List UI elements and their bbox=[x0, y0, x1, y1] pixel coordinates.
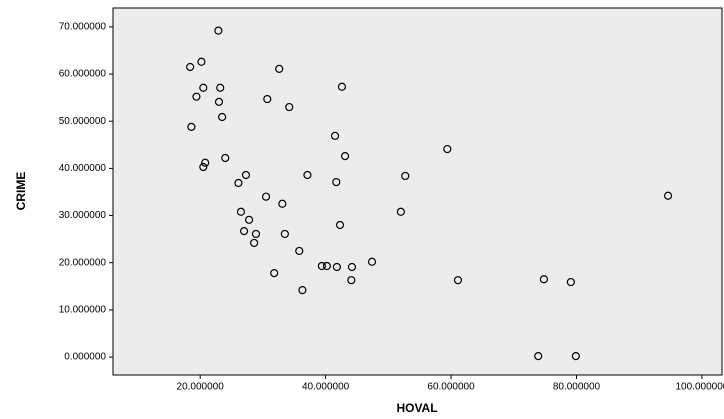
y-axis-title: CRIME bbox=[14, 172, 28, 211]
x-tick-label: 40.000000 bbox=[302, 382, 350, 393]
y-tick-label: 70.000000 bbox=[59, 22, 107, 33]
y-tick-label: 40.000000 bbox=[59, 163, 107, 174]
x-tick-label: 80.000000 bbox=[553, 382, 601, 393]
y-tick-label: 30.000000 bbox=[59, 210, 107, 221]
x-axis-title: HOVAL bbox=[396, 401, 437, 415]
y-tick-label: 50.000000 bbox=[59, 116, 107, 127]
x-tick-label: 60.000000 bbox=[427, 382, 475, 393]
y-tick-label: 10.000000 bbox=[59, 305, 107, 316]
y-tick-label: 20.000000 bbox=[59, 257, 107, 268]
y-tick-label: 60.000000 bbox=[59, 69, 107, 80]
x-tick-label: 20.000000 bbox=[177, 382, 225, 393]
chart: HOVAL CRIME 0.000000 10.000000 20.000000 30… bbox=[0, 0, 724, 419]
y-tick-label: 0.000000 bbox=[64, 352, 106, 363]
x-tick-label: 100.000000 bbox=[676, 382, 724, 393]
